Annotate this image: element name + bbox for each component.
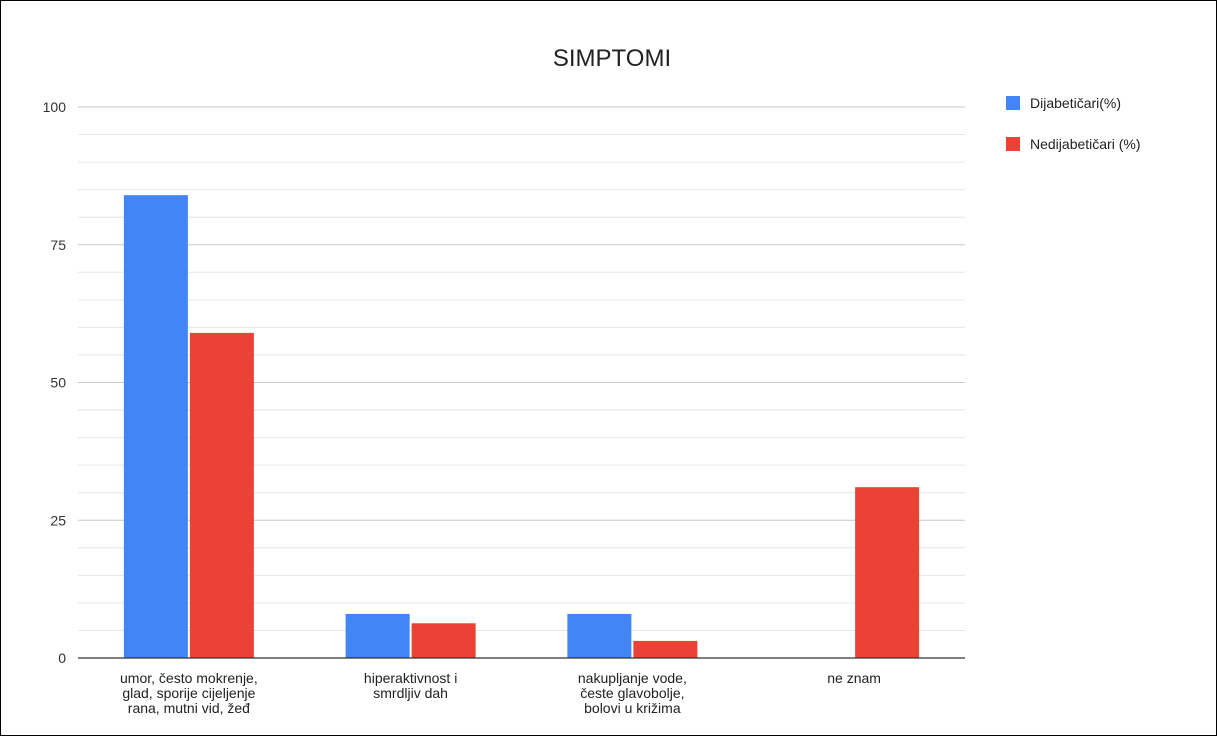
- bar-nedijabeticari-0: [189, 332, 254, 658]
- x-category-label: nakupljanje vode, česte glavobolje, bolovi…: [578, 670, 687, 716]
- legend: Dijabetičari(%) Nedijabetičari (%): [1006, 95, 1140, 152]
- chart-title: SIMPTOMI: [553, 45, 671, 72]
- y-tick-label: 50: [50, 375, 66, 391]
- legend-swatch: [1006, 96, 1020, 110]
- y-tick-label: 75: [50, 237, 66, 253]
- y-tick-label: 100: [43, 99, 67, 115]
- x-category-label: hiperaktivnost i smrdljiv dah: [364, 670, 457, 701]
- legend-label: Nedijabetičari (%): [1030, 136, 1140, 152]
- y-axis-ticks: 0 25 50 75 100: [43, 99, 67, 666]
- bar-nedijabeticari-2: [633, 640, 698, 658]
- bar-nedijabeticari-1: [411, 623, 476, 658]
- x-axis-category-labels: umor, često mokrenje, glad, sporije cijel…: [120, 670, 881, 716]
- bar-dijabeticari-1: [345, 613, 410, 658]
- x-category-label: ne znam: [827, 670, 881, 686]
- bar-dijabeticari-2: [567, 613, 632, 658]
- legend-swatch: [1006, 137, 1020, 151]
- y-tick-label: 0: [58, 650, 66, 666]
- bars: [123, 195, 920, 658]
- legend-label: Dijabetičari(%): [1030, 95, 1121, 111]
- y-tick-label: 25: [50, 512, 66, 528]
- bar-nedijabeticari-3: [855, 487, 920, 658]
- bar-dijabeticari-0: [123, 195, 188, 658]
- x-category-label: umor, često mokrenje, glad, sporije cijel…: [120, 670, 258, 716]
